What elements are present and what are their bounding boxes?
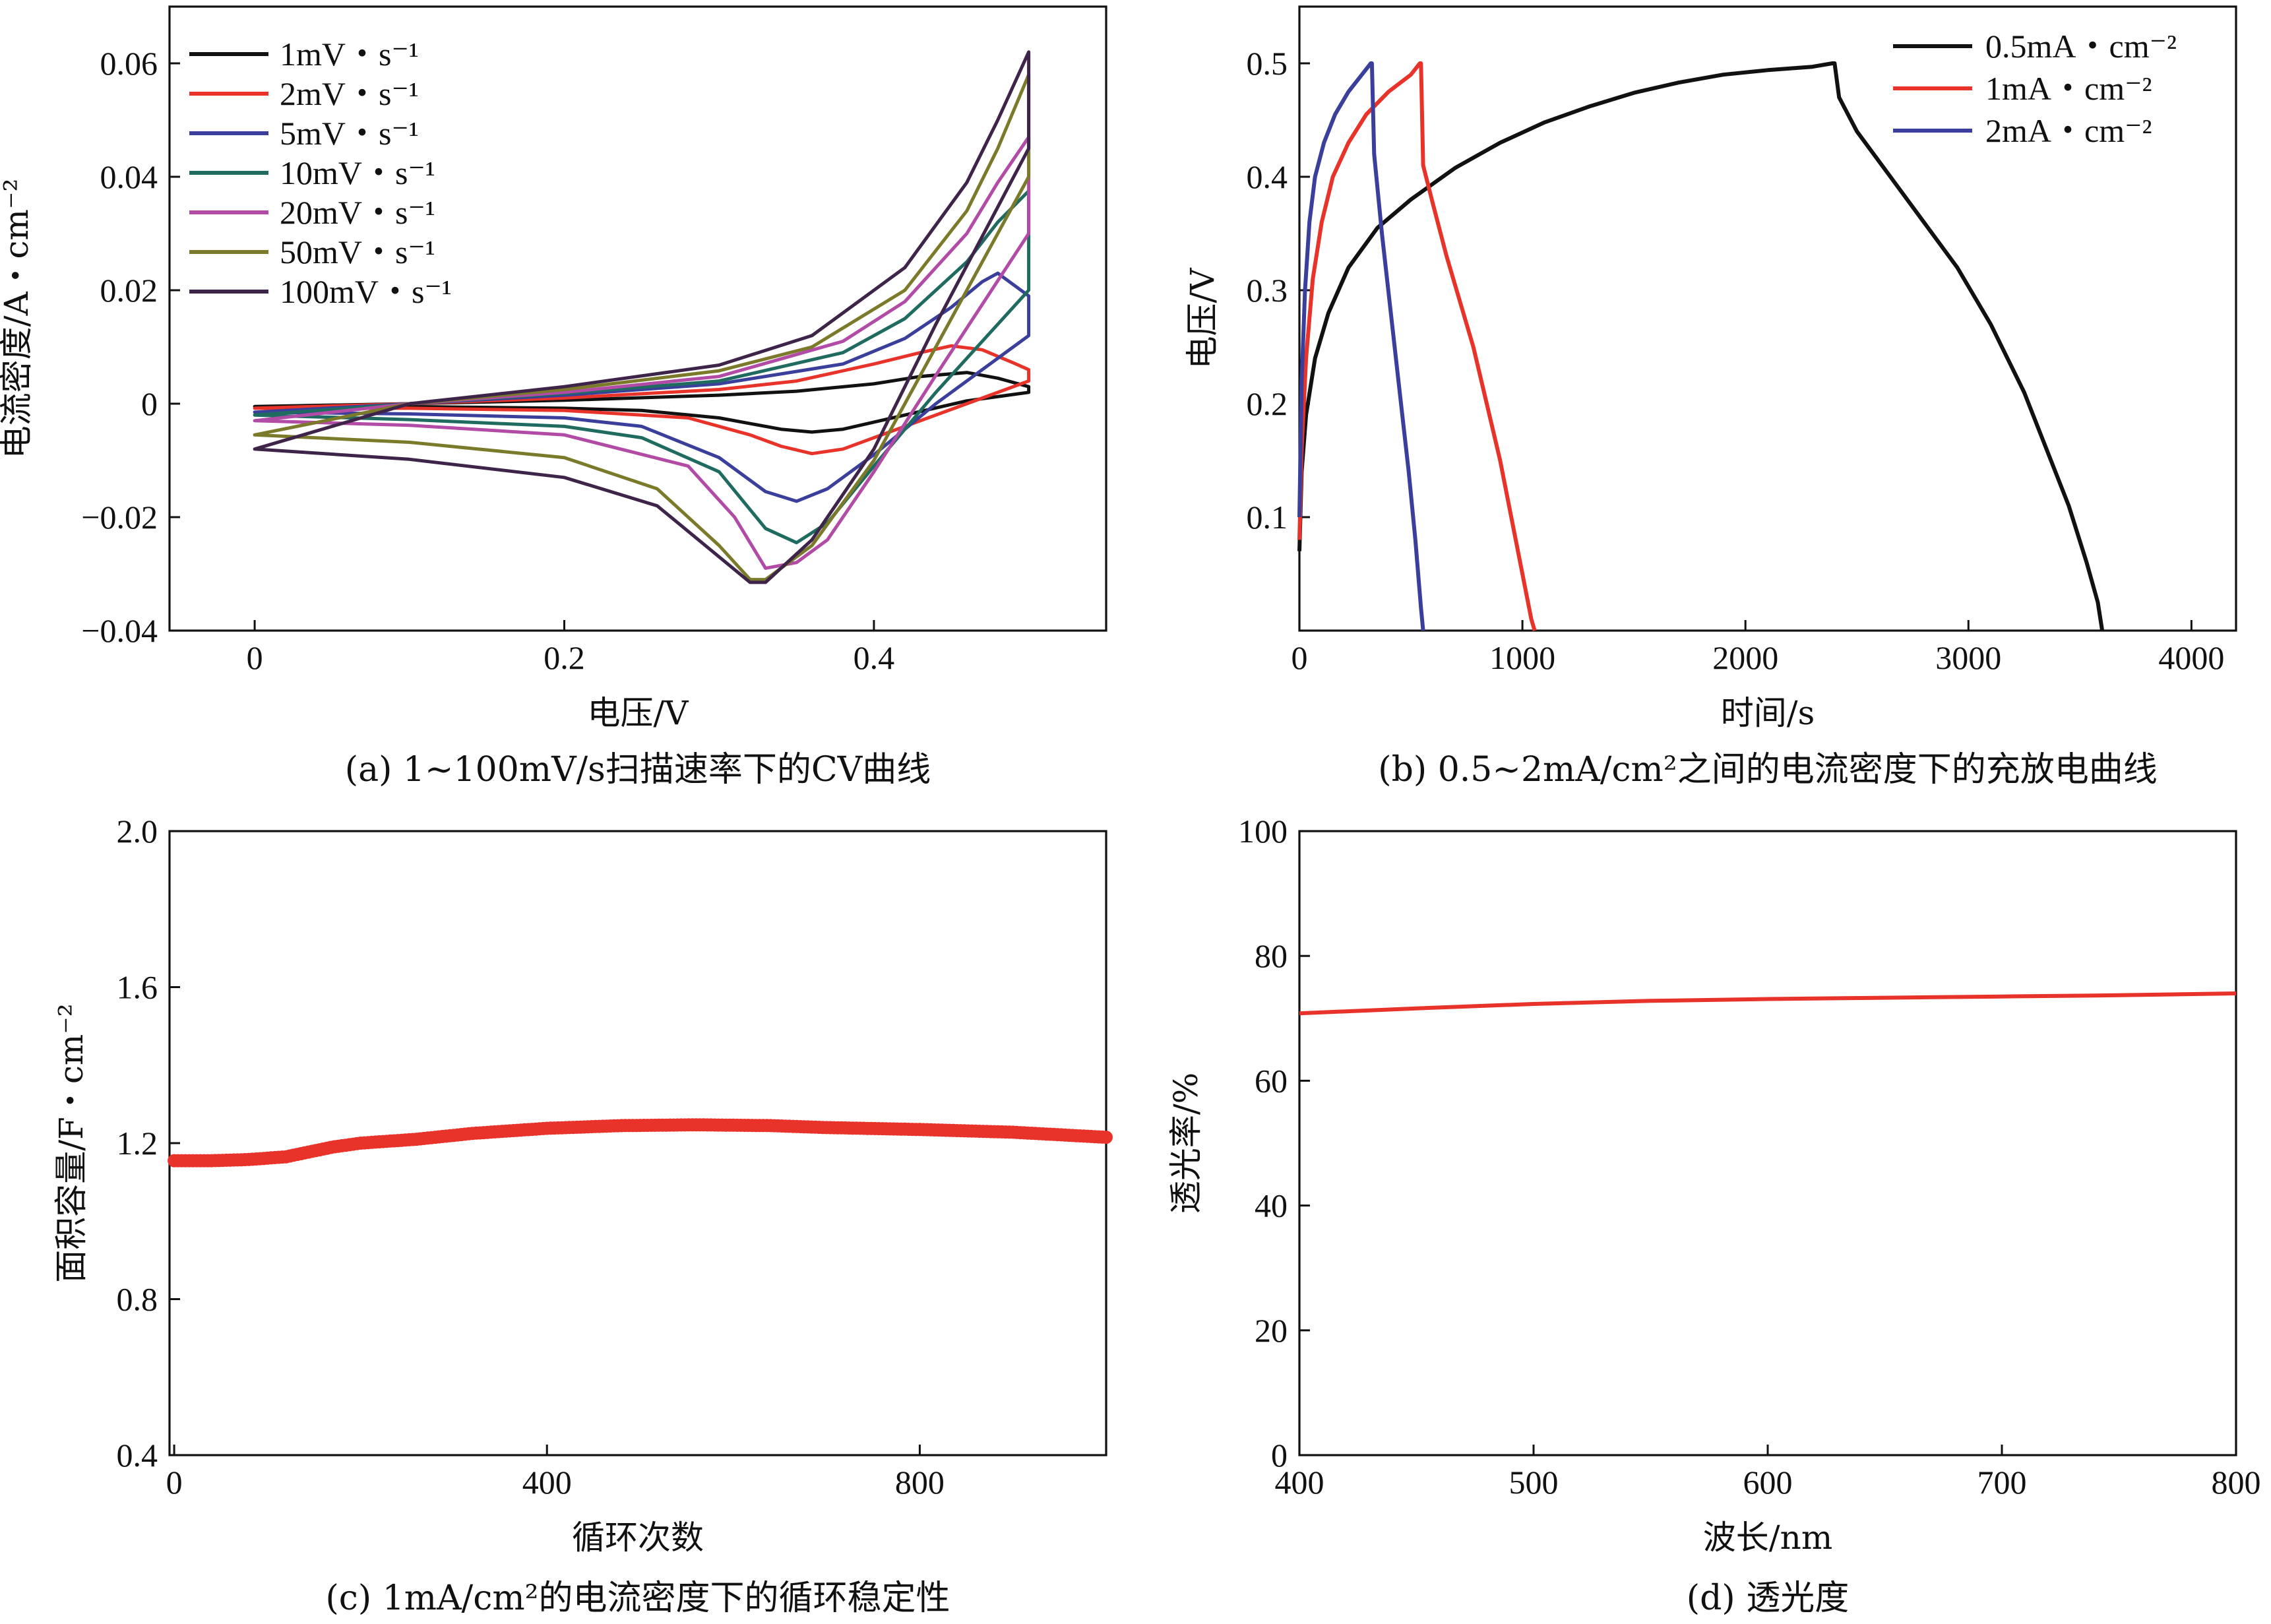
panel-d-ytick-label: 0 [1271,1437,1288,1474]
panel-a-xtick-label: 0.2 [544,639,585,676]
panel-d-frame [1298,830,2237,1456]
panel-a-ylabel: 电流密度/A・cm⁻² [0,179,36,459]
panel-b-xtick-label: 1000 [1489,639,1555,676]
panel-b-ytick-label: 0.3 [1247,272,1288,309]
panel-a-xlabel: 电压/V [588,694,689,732]
panel-b-ytick-label: 0.1 [1247,499,1288,536]
panel-a-ytick-label: −0.04 [81,612,158,649]
panel-a-ytick-label: 0.04 [100,158,158,195]
panel-c-ytick-label: 0.4 [117,1437,158,1474]
panel-a-ytick-label: 0.06 [100,45,158,82]
panel-b-caption: (b) 0.5~2mA/cm²之间的电流密度下的充放电曲线 [1378,750,2157,790]
panel-a-legend-label: 100mV・s⁻¹ [280,273,452,310]
panel-a-series-2 [253,344,1031,456]
panel-c-point [1100,1131,1113,1144]
panel-b-frame [1298,5,2237,632]
panel-b-ytick-label: 0.2 [1247,385,1288,422]
panel-d-xlabel: 波长/nm [1703,1518,1832,1557]
panel-d-xtick-label: 800 [2212,1464,2261,1501]
panel-b-legend-label: 1mA・cm⁻² [1985,70,2152,107]
panel-a-legend-label: 1mV・s⁻¹ [280,36,419,73]
panel-b-xtick-label: 3000 [1935,639,2001,676]
panel-c-caption: (c) 1mA/cm²的电流密度下的循环稳定性 [326,1578,950,1618]
panel-b-series-2 [1297,61,1537,631]
panel-c-frame [168,830,1107,1456]
panel-b-series-3 [1297,61,1425,631]
panel-d-xtick-label: 400 [1275,1464,1324,1501]
panel-c-xlabel: 循环次数 [572,1518,704,1557]
panel-d-ylabel: 透光率/% [1167,1073,1205,1214]
panel-d-series-1 [1299,991,2237,1016]
panel-a-legend-label: 10mV・s⁻¹ [280,154,435,191]
panel-b-xtick-label: 4000 [2158,639,2224,676]
panel-a-series-6 [253,73,1031,582]
panel-d-xtick-label: 700 [1977,1464,2027,1501]
panel-d-caption: (d) 透光度 [1687,1578,1849,1618]
panel-a-frame [168,5,1107,632]
panel-a-legend-label: 5mV・s⁻¹ [280,115,419,152]
panel-d-ytick-label: 40 [1255,1187,1288,1224]
panel-a-legend-label: 20mV・s⁻¹ [280,194,435,231]
panel-b-xtick-label: 0 [1291,639,1308,676]
panel-a-legend-label: 2mV・s⁻¹ [280,75,419,112]
panel-b-xlabel: 时间/s [1721,694,1815,732]
panel-a-ytick-label: 0.02 [100,272,158,309]
panel-b-legend-label: 0.5mA・cm⁻² [1985,28,2177,65]
panel-b-xtick-label: 2000 [1712,639,1778,676]
panel-a-xtick-label: 0 [247,639,263,676]
panel-b-ytick-label: 0.4 [1247,158,1288,195]
panel-d-xtick-label: 600 [1743,1464,1793,1501]
panel-a-xtick-label: 0.4 [854,639,895,676]
panel-c-xtick-label: 400 [522,1464,572,1501]
panel-a-series-5 [253,135,1031,570]
panel-c-ytick-label: 1.6 [117,969,158,1006]
panel-c-series-1 [168,1118,1113,1168]
panel-a-ytick-label: −0.02 [81,499,158,536]
panel-a-series-1 [253,371,1031,434]
panel-d-ytick-label: 100 [1238,813,1288,850]
panel-a-series-3 [253,271,1031,503]
panel-d-ytick-label: 20 [1255,1312,1288,1349]
panel-c-ytick-label: 1.2 [117,1125,158,1162]
panel-a-ytick-label: 0 [141,385,158,422]
panel-d-ytick-label: 80 [1255,937,1288,974]
panel-a-caption: (a) 1~100mV/s扫描速率下的CV曲线 [345,750,931,790]
panel-d-ytick-label: 60 [1255,1062,1288,1099]
panel-a-legend-label: 50mV・s⁻¹ [280,234,435,270]
panel-c-xtick-label: 800 [895,1464,945,1501]
panel-d-xtick-label: 500 [1509,1464,1559,1501]
panel-c-ytick-label: 2.0 [117,813,158,850]
panel-b-legend-label: 2mA・cm⁻² [1985,112,2152,149]
panel-c-ytick-label: 0.8 [117,1281,158,1318]
panel-b-ytick-label: 0.5 [1247,45,1288,82]
panel-a-series-7 [253,50,1031,584]
panel-b-series-1 [1297,61,2105,631]
panel-a-series-4 [253,189,1031,545]
plot-layer: 0 0.2 0.4 −0.04 −0.02 0 0.02 0.04 0.06 1mV・s⁻¹2mV… [81,28,2260,1501]
panel-c-xtick-label: 0 [166,1464,183,1501]
panel-b-ylabel: 电压/V [1183,268,1222,369]
panel-c-ylabel: 面积容量/F・cm⁻² [52,1003,90,1282]
